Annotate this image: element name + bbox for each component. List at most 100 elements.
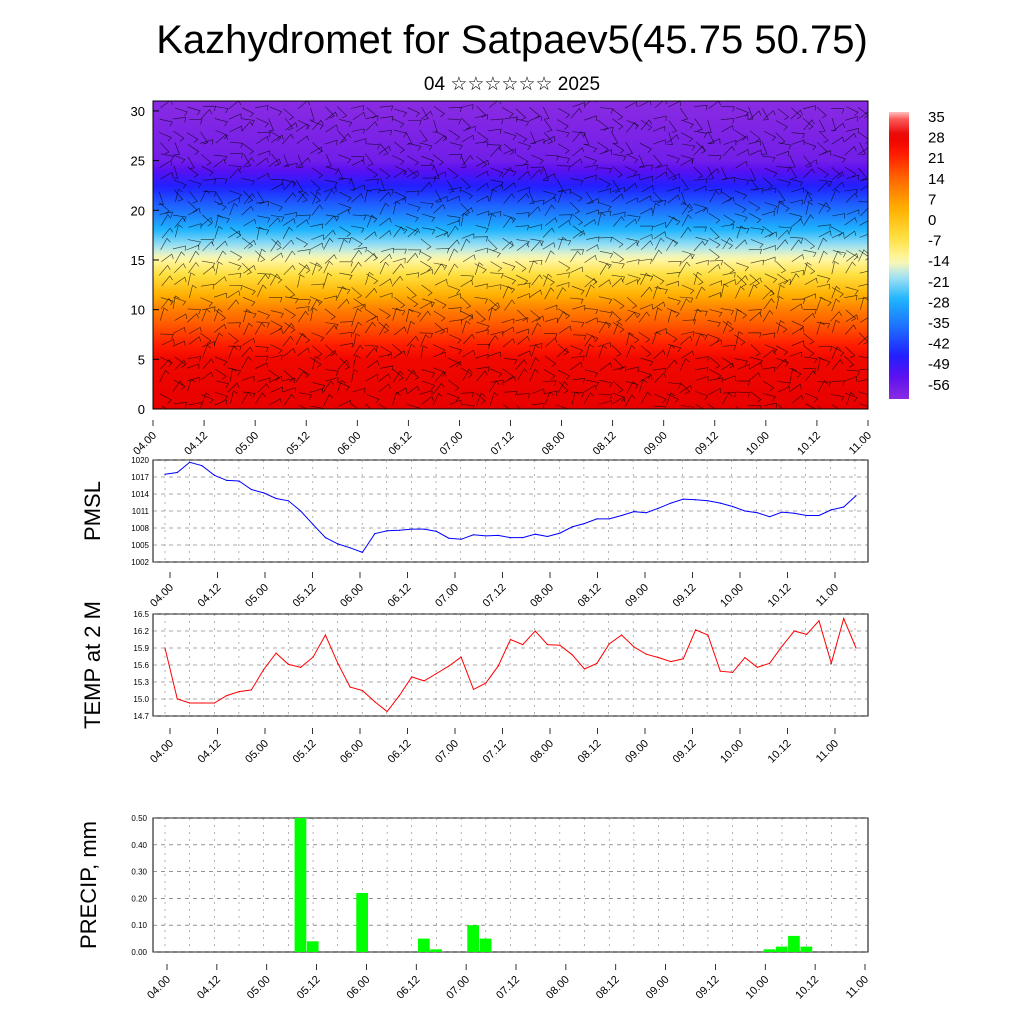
wind-barb (337, 381, 350, 391)
wind-barb (476, 343, 491, 350)
precip-bar (788, 935, 800, 952)
wind-barb (613, 366, 626, 372)
wind-barb (462, 368, 473, 381)
wind-barb (394, 224, 408, 234)
wind-barb (172, 340, 186, 347)
wind-barb (516, 242, 530, 251)
wind-barb (597, 119, 609, 131)
pmsl-point (732, 505, 734, 508)
wind-barb (270, 252, 284, 262)
pmsl-point (448, 537, 450, 539)
wind-barb (722, 345, 736, 351)
wind-barb (832, 154, 846, 163)
wind-barb (393, 191, 407, 201)
wind-barb (489, 118, 504, 124)
pmsl-point (201, 465, 203, 467)
wind-barb (613, 381, 624, 393)
wind-barb (599, 400, 612, 406)
wind-barb (501, 240, 514, 251)
wind-barb (542, 242, 556, 250)
wind-barb (626, 332, 634, 346)
wind-barb (161, 275, 173, 287)
wind-barb (515, 359, 527, 370)
wind-barb (378, 373, 391, 382)
wind-barb (585, 274, 598, 286)
wind-barb (406, 286, 417, 299)
wind-barb (421, 155, 435, 165)
wind-barb (243, 218, 257, 227)
wind-barb (610, 131, 619, 145)
wind-barb (625, 394, 636, 407)
wind-barb (187, 308, 202, 315)
wind-barb (324, 215, 337, 226)
wind-barb (298, 157, 311, 168)
wind-barb (295, 123, 309, 132)
wind-barb (762, 380, 775, 392)
wind-barb (446, 392, 460, 402)
wind-barb (392, 263, 404, 275)
wind-barb (297, 191, 309, 203)
wind-barb (448, 399, 462, 406)
wind-barb (241, 346, 253, 358)
wind-barb (736, 275, 748, 286)
wind-barb (681, 284, 695, 295)
wind-barb (585, 317, 598, 324)
wind-barb (775, 261, 787, 274)
wind-barb (353, 333, 361, 347)
wind-barb (666, 280, 679, 287)
x-tick-label: 04.00 (131, 430, 159, 458)
wind-barb (625, 279, 639, 286)
wind-barb (572, 230, 586, 239)
wind-barb (858, 283, 868, 287)
wind-barb (325, 369, 339, 376)
wind-barb (476, 182, 489, 192)
wind-barb (748, 372, 761, 382)
wind-barb (215, 369, 227, 380)
wind-barb (679, 296, 694, 303)
wind-barb (215, 130, 228, 140)
wind-barb (393, 197, 406, 204)
pmsl-point (386, 530, 388, 532)
wind-barb (366, 107, 378, 119)
wind-barb (708, 154, 722, 161)
wind-barb (668, 344, 682, 353)
wind-barb (269, 354, 283, 361)
wind-barb (709, 190, 720, 203)
wind-barb (352, 321, 363, 335)
wind-barb (174, 313, 188, 321)
temp-point (374, 701, 376, 703)
wind-barb (242, 297, 256, 307)
wind-barb (160, 172, 174, 180)
wind-barb (476, 195, 489, 203)
wind-barb (503, 216, 515, 228)
wind-barb (297, 120, 311, 130)
wind-barb (749, 356, 763, 365)
wind-barb (528, 206, 541, 217)
wind-barb (202, 191, 217, 197)
wind-barb (285, 285, 296, 298)
wind-barb (736, 225, 746, 239)
x-tick-label: 05.12 (295, 974, 323, 1002)
precip-bar (479, 938, 492, 952)
wind-barb (859, 233, 868, 238)
wind-barb (846, 209, 860, 215)
wind-barb (391, 275, 404, 287)
x-tick-label: 08.12 (576, 738, 604, 766)
wind-barb (761, 107, 769, 121)
wind-barb (337, 130, 347, 143)
wind-barb (668, 260, 682, 267)
wind-barb (653, 285, 662, 299)
wind-barb (295, 332, 307, 345)
temp-point (855, 647, 857, 649)
wind-barb (665, 236, 679, 247)
wind-barb (530, 238, 544, 246)
wind-barb (639, 233, 653, 240)
precip-bar (775, 946, 788, 952)
wind-barb (818, 346, 833, 352)
wind-barb (379, 278, 392, 287)
wind-barb (379, 167, 391, 180)
x-tick-label: 09.12 (694, 974, 722, 1002)
wind-barb (666, 359, 678, 370)
wind-barb (213, 154, 228, 162)
wind-barb (309, 296, 323, 306)
